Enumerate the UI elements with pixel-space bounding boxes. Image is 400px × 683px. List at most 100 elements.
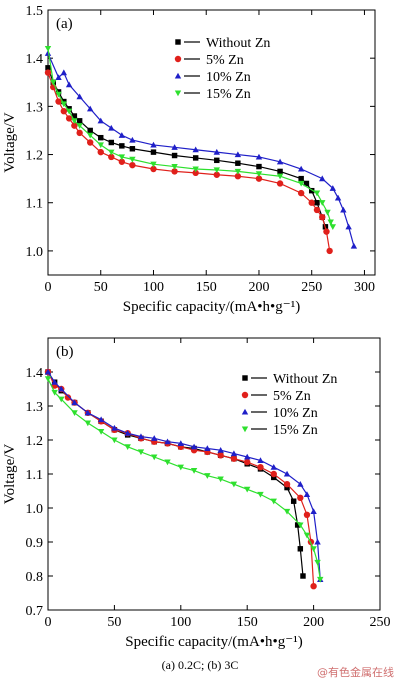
data-point <box>171 168 178 175</box>
data-point <box>71 118 78 125</box>
y-tick-label: 1.1 <box>26 197 44 212</box>
data-point <box>86 132 94 139</box>
data-point <box>217 447 224 453</box>
data-point <box>204 445 211 452</box>
data-point <box>129 156 136 163</box>
data-point <box>44 376 52 382</box>
y-tick-label: 1.1 <box>26 468 44 483</box>
legend: Without Zn 5% Zn 10% Zn 15% Zn <box>241 372 337 438</box>
data-point <box>323 228 330 235</box>
legend-marker <box>174 55 182 63</box>
x-axis-label: Specific capacity/(mA•h•g⁻¹) <box>125 634 302 650</box>
data-point <box>71 399 78 406</box>
x-tick-label: 50 <box>94 280 108 295</box>
legend-label: 5% Zn <box>273 389 311 404</box>
data-point <box>192 155 199 161</box>
data-point <box>276 173 284 180</box>
data-point <box>108 124 115 131</box>
data-point <box>283 508 291 515</box>
data-point <box>177 464 184 471</box>
data-point <box>44 45 52 52</box>
x-tick-label: 0 <box>45 280 52 295</box>
data-point <box>308 187 315 194</box>
data-point <box>244 486 251 493</box>
data-point <box>319 175 326 182</box>
y-tick-label: 1.0 <box>26 502 44 517</box>
legend-label: 5% Zn <box>206 53 244 68</box>
data-point <box>118 158 126 165</box>
data-point <box>45 65 51 71</box>
legend-marker <box>174 72 182 79</box>
data-point <box>171 164 178 170</box>
data-point <box>150 165 157 173</box>
data-point <box>256 163 262 170</box>
data-point <box>97 117 104 124</box>
data-point <box>60 69 68 76</box>
data-point <box>310 583 317 590</box>
legend-marker <box>175 39 181 45</box>
data-point <box>192 146 199 153</box>
data-point <box>190 468 198 474</box>
data-point <box>283 481 291 488</box>
x-tick-label: 300 <box>354 280 375 295</box>
data-point <box>58 396 65 403</box>
panel-label: (b) <box>56 344 74 360</box>
legend-label: 15% Zn <box>206 87 251 102</box>
data-point <box>234 168 242 175</box>
data-point <box>297 494 304 501</box>
x-tick-label: 200 <box>303 615 324 630</box>
series-line <box>47 53 355 247</box>
data-point <box>300 573 306 579</box>
data-point <box>303 180 310 187</box>
data-point <box>44 69 52 76</box>
legend-marker <box>242 375 248 381</box>
chart-panel-a: 0 50 100 150 200 250 300 1.0 1.1 1.2 1.3 1.4 1.5 Spec… <box>2 4 376 315</box>
data-point <box>164 459 171 466</box>
series-line <box>47 371 304 577</box>
y-tick-label: 1.3 <box>26 100 44 115</box>
data-point <box>230 450 238 457</box>
data-point <box>171 144 178 150</box>
data-point <box>235 160 241 166</box>
data-point <box>118 132 126 138</box>
data-point <box>98 134 104 141</box>
data-point <box>214 157 220 164</box>
data-point <box>297 165 305 172</box>
data-point <box>303 532 311 539</box>
figure-caption: (a) 0.2C; (b) 3C <box>161 658 239 672</box>
legend-marker <box>241 391 249 399</box>
data-point <box>97 428 105 435</box>
data-point <box>217 452 224 459</box>
data-point <box>234 151 242 158</box>
data-point <box>350 242 358 249</box>
data-point <box>297 180 305 187</box>
data-point <box>124 444 131 450</box>
y-axis-label: Voltage/V <box>2 112 18 173</box>
y-tick-label: 1.3 <box>26 400 44 415</box>
data-point <box>257 491 264 498</box>
legend: Without Zn 5% Zn 10% Zn 15% Zn <box>174 36 270 102</box>
x-tick-label: 150 <box>196 280 217 295</box>
data-point <box>297 481 304 487</box>
data-point <box>76 118 83 124</box>
data-point <box>111 424 118 431</box>
x-tick-label: 150 <box>237 615 258 630</box>
series-5-zn <box>44 69 333 255</box>
data-point <box>327 219 334 226</box>
panel-label: (a) <box>56 16 73 32</box>
data-point <box>76 93 83 100</box>
data-point <box>308 199 315 206</box>
data-point <box>86 139 94 146</box>
data-point <box>129 161 136 169</box>
data-point <box>290 498 297 504</box>
data-point <box>60 107 68 115</box>
legend-label: Without Zn <box>273 372 337 387</box>
data-point <box>314 559 321 566</box>
series-without-zn <box>45 369 306 579</box>
data-point <box>108 153 115 161</box>
data-point <box>270 470 277 478</box>
y-tick-label: 1.5 <box>26 4 44 19</box>
y-axis-label: Voltage/V <box>2 444 18 505</box>
data-point <box>213 167 220 174</box>
data-point <box>86 105 94 112</box>
